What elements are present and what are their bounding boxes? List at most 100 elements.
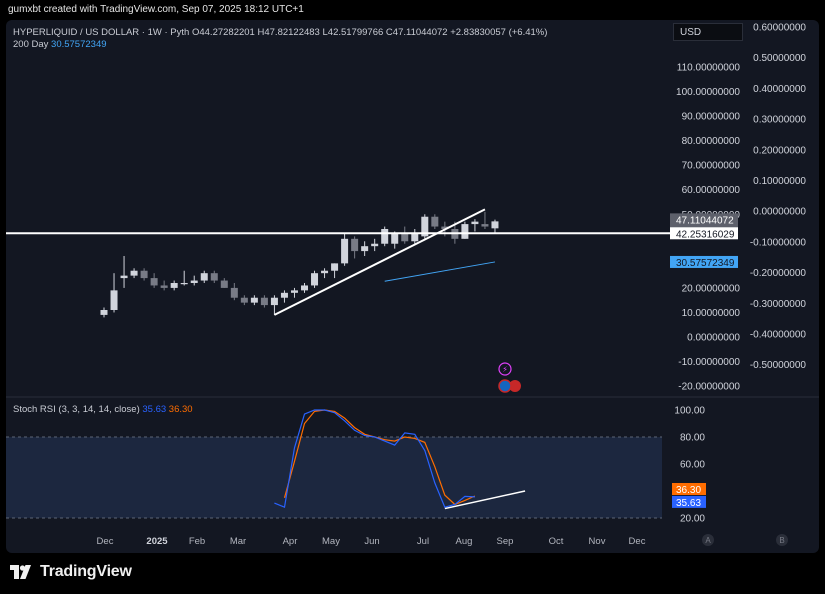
time-axis-tick: Dec [629, 536, 646, 547]
price-axis-tick: 10.00000000 [682, 308, 741, 319]
candle-body [150, 278, 158, 286]
marker-b: B [779, 536, 784, 545]
time-axis-tick: Aug [456, 536, 473, 547]
candle-body [391, 233, 399, 244]
candle-body [180, 283, 188, 285]
high-label: H [257, 27, 265, 38]
close-value: 47.11044072 [392, 27, 448, 38]
candle-body [250, 297, 258, 303]
percent-axis-tick: 0.50000000 [753, 53, 806, 64]
price-axis-tick: -20.00000000 [678, 382, 740, 393]
last-price-badge: 47.11044072 [676, 215, 734, 226]
ma-price-badge-bg [670, 255, 738, 268]
candle-body [240, 297, 248, 303]
candle-body [230, 287, 238, 298]
percent-axis-tick: 0.40000000 [753, 84, 806, 95]
time-axis-tick: Oct [549, 536, 564, 547]
percent-axis-tick: -0.30000000 [750, 299, 807, 310]
candle-body [110, 290, 118, 310]
rsi-title: Stoch RSI (3, 3, 14, 14, close) [13, 404, 140, 415]
marker-a-bg [702, 534, 714, 546]
percent-axis-tick: 0.20000000 [753, 145, 806, 156]
candle-body [341, 238, 349, 264]
low-label: L [322, 27, 328, 38]
ma-value: 30.57572349 [51, 39, 107, 50]
time-axis-tick: Sep [497, 536, 514, 547]
price-axis-tick: 100.00000000 [676, 87, 740, 98]
price-axis-tick: 60.00000000 [682, 185, 741, 196]
chart-panel[interactable]: 110.00000000 100.00000000 90.00000000 80.00… [6, 20, 819, 553]
tradingview-logo: TradingView [10, 563, 132, 581]
top-bar: gumxbt created with TradingView.com, Sep… [0, 0, 825, 20]
candle-body [210, 273, 218, 281]
close-label: C [385, 27, 393, 38]
percent-axis-tick: -0.10000000 [750, 237, 807, 248]
candle-body [471, 221, 479, 225]
candle-body [220, 280, 228, 288]
time-axis-tick: Dec [97, 536, 114, 547]
chart-canvas[interactable]: 110.00000000 100.00000000 90.00000000 80.00… [6, 20, 819, 553]
percent-axis-tick: 0.30000000 [753, 115, 806, 126]
rsi-d-value: 36.30 [168, 404, 193, 415]
candle-body [491, 221, 499, 229]
candle-body [130, 270, 138, 276]
candle-body [120, 275, 128, 279]
candle-body [260, 297, 268, 306]
ma-200-line [384, 261, 496, 282]
percent-axis-tick: 0.10000000 [753, 176, 806, 187]
time-axis-tick: May [322, 536, 340, 547]
candle-body [351, 238, 359, 252]
candle-body [371, 243, 379, 247]
candle-body [200, 273, 208, 281]
candle-body [140, 270, 148, 279]
candle-body [280, 292, 288, 298]
candle-body [160, 285, 168, 288]
rsi-d-badge-bg [672, 482, 706, 495]
rsi-legend[interactable]: Stoch RSI (3, 3, 14, 14, close) 35.63 36… [13, 404, 193, 415]
us-flag-event-icon-1 [498, 379, 512, 393]
ma-label: 200 Day [13, 39, 49, 50]
level-price-badge: 42.25316029 [676, 229, 735, 240]
level-price-badge-bg [670, 227, 738, 240]
ma-legend[interactable]: 200 Day 30.57572349 [13, 39, 107, 50]
rsi-axis-tick: 80.00 [680, 433, 705, 444]
price-axis-tick: 70.00000000 [682, 161, 741, 172]
candle-body [361, 246, 369, 252]
rsi-d-line [283, 409, 476, 506]
candle-body [100, 310, 108, 315]
candle-body [461, 224, 469, 239]
time-axis-tick: Apr [283, 536, 298, 547]
candle-body [311, 273, 319, 286]
time-axis-tick: Jun [364, 536, 379, 547]
candle-body [421, 216, 429, 237]
price-axis-tick: 80.00000000 [682, 136, 741, 147]
rsi-k-line [274, 409, 475, 509]
time-axis-tick: Nov [589, 536, 606, 547]
candle-body [481, 224, 489, 227]
rsi-axis-tick: 100.00 [674, 406, 705, 417]
candle-body [381, 229, 389, 244]
time-axis-tick: 2025 [146, 536, 168, 547]
percent-axis-tick: 0.60000000 [753, 23, 806, 34]
candle-body [331, 263, 339, 271]
candle-body [290, 290, 298, 293]
price-legend: HYPERLIQUID / US DOLLAR · 1W · Pyth O44.… [13, 27, 547, 38]
percent-axis-tick: -0.20000000 [750, 268, 807, 279]
time-axis-tick: Mar [230, 536, 246, 547]
marker-b-bg [776, 534, 788, 546]
candle-body [411, 233, 419, 242]
rsi-d-badge: 36.30 [676, 485, 701, 496]
price-axis-tick: -10.00000000 [678, 357, 740, 368]
symbol-title[interactable]: HYPERLIQUID / US DOLLAR · 1W · Pyth [13, 27, 190, 38]
percent-axis-tick: -0.50000000 [750, 360, 807, 371]
price-axis-tick: 110.00000000 [677, 63, 741, 74]
brand-name: TradingView [40, 563, 132, 580]
candle-body [321, 270, 329, 274]
change-value: +2.83830057 (+6.41%) [450, 27, 548, 38]
open-label: O [191, 27, 200, 38]
marker-a: A [705, 536, 711, 545]
lightning-glyph: ⚡ [502, 365, 508, 374]
rsi-k-badge: 35.63 [676, 498, 701, 509]
candle-body [190, 280, 198, 283]
currency-button[interactable]: USD [673, 23, 743, 41]
